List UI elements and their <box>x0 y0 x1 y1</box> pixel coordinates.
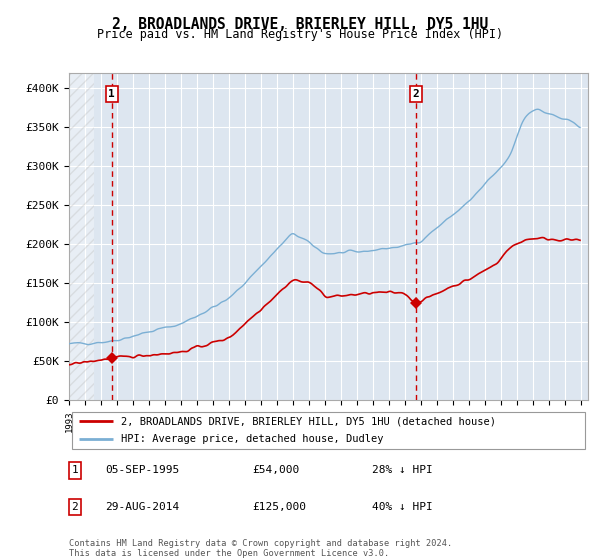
Text: 29-AUG-2014: 29-AUG-2014 <box>105 502 179 512</box>
Text: 1: 1 <box>109 89 115 99</box>
Text: £125,000: £125,000 <box>252 502 306 512</box>
Text: £54,000: £54,000 <box>252 465 299 475</box>
Text: 40% ↓ HPI: 40% ↓ HPI <box>372 502 433 512</box>
Text: 1: 1 <box>71 465 79 475</box>
Text: Price paid vs. HM Land Registry's House Price Index (HPI): Price paid vs. HM Land Registry's House … <box>97 28 503 41</box>
Text: 2, BROADLANDS DRIVE, BRIERLEY HILL, DY5 1HU (detached house): 2, BROADLANDS DRIVE, BRIERLEY HILL, DY5 … <box>121 417 496 426</box>
Text: Contains HM Land Registry data © Crown copyright and database right 2024.
This d: Contains HM Land Registry data © Crown c… <box>69 539 452 558</box>
Text: 28% ↓ HPI: 28% ↓ HPI <box>372 465 433 475</box>
Text: 05-SEP-1995: 05-SEP-1995 <box>105 465 179 475</box>
Text: HPI: Average price, detached house, Dudley: HPI: Average price, detached house, Dudl… <box>121 435 383 444</box>
Text: 2: 2 <box>412 89 419 99</box>
FancyBboxPatch shape <box>71 412 586 449</box>
Text: 2, BROADLANDS DRIVE, BRIERLEY HILL, DY5 1HU: 2, BROADLANDS DRIVE, BRIERLEY HILL, DY5 … <box>112 17 488 32</box>
Text: 2: 2 <box>71 502 79 512</box>
